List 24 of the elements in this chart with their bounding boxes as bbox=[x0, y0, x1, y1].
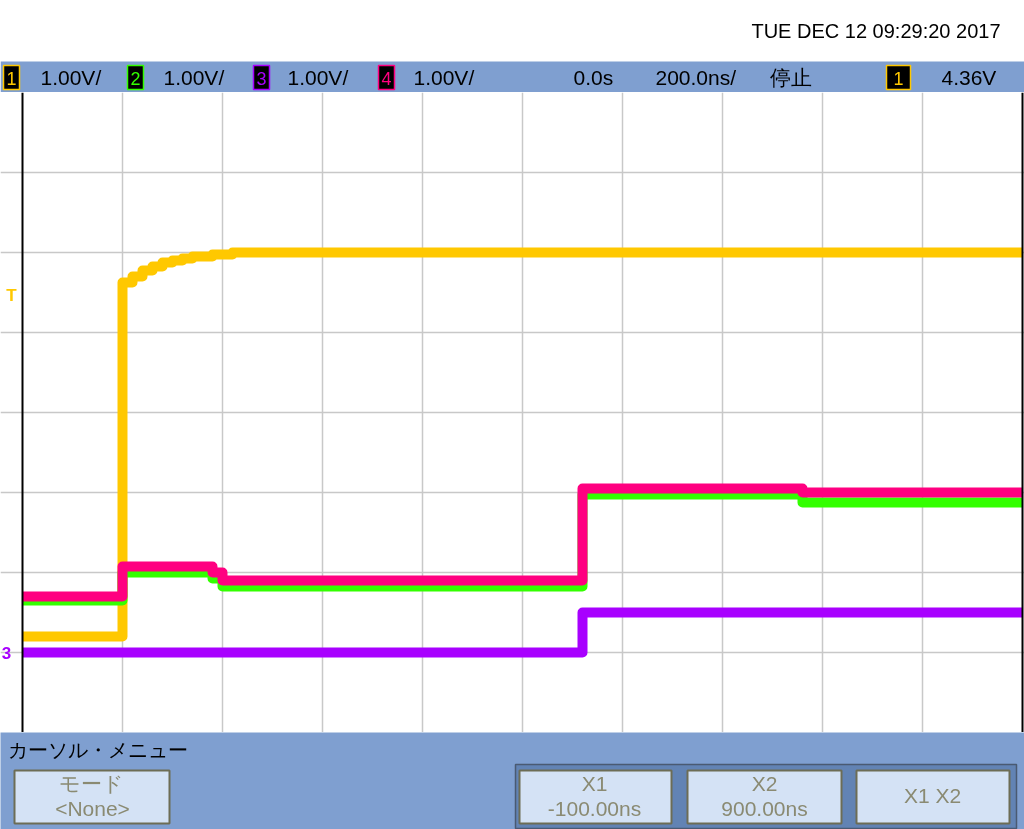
text: 4 bbox=[381, 68, 392, 89]
text: 1.00V/ bbox=[413, 66, 475, 89]
text: 1.00V/ bbox=[287, 66, 349, 89]
text: 900.00ns bbox=[721, 797, 808, 820]
text: X1 X2 bbox=[903, 784, 962, 807]
text: X2 bbox=[751, 772, 778, 795]
text: T bbox=[6, 286, 18, 305]
text: 1 bbox=[893, 68, 904, 89]
text: 200.0ns/ bbox=[655, 66, 737, 89]
series-label: 3 bbox=[1, 643, 12, 663]
text: 2 bbox=[130, 68, 141, 89]
text: 1 bbox=[6, 68, 17, 89]
text: 停止 bbox=[769, 66, 812, 89]
text: 0.0s bbox=[573, 66, 614, 89]
text: 3 bbox=[256, 68, 267, 89]
text: -100.00ns bbox=[547, 797, 642, 820]
chart-title: TUE DEC 12 09:29:20 2017 bbox=[751, 19, 1001, 42]
text: 1.00V/ bbox=[40, 66, 102, 89]
text: <None> bbox=[55, 797, 130, 820]
text: カーソル・メニュー bbox=[7, 738, 188, 761]
text: X1 bbox=[581, 772, 608, 795]
text: モード bbox=[59, 772, 124, 795]
text: 1.00V/ bbox=[163, 66, 225, 89]
text: 4.36V bbox=[941, 66, 997, 89]
